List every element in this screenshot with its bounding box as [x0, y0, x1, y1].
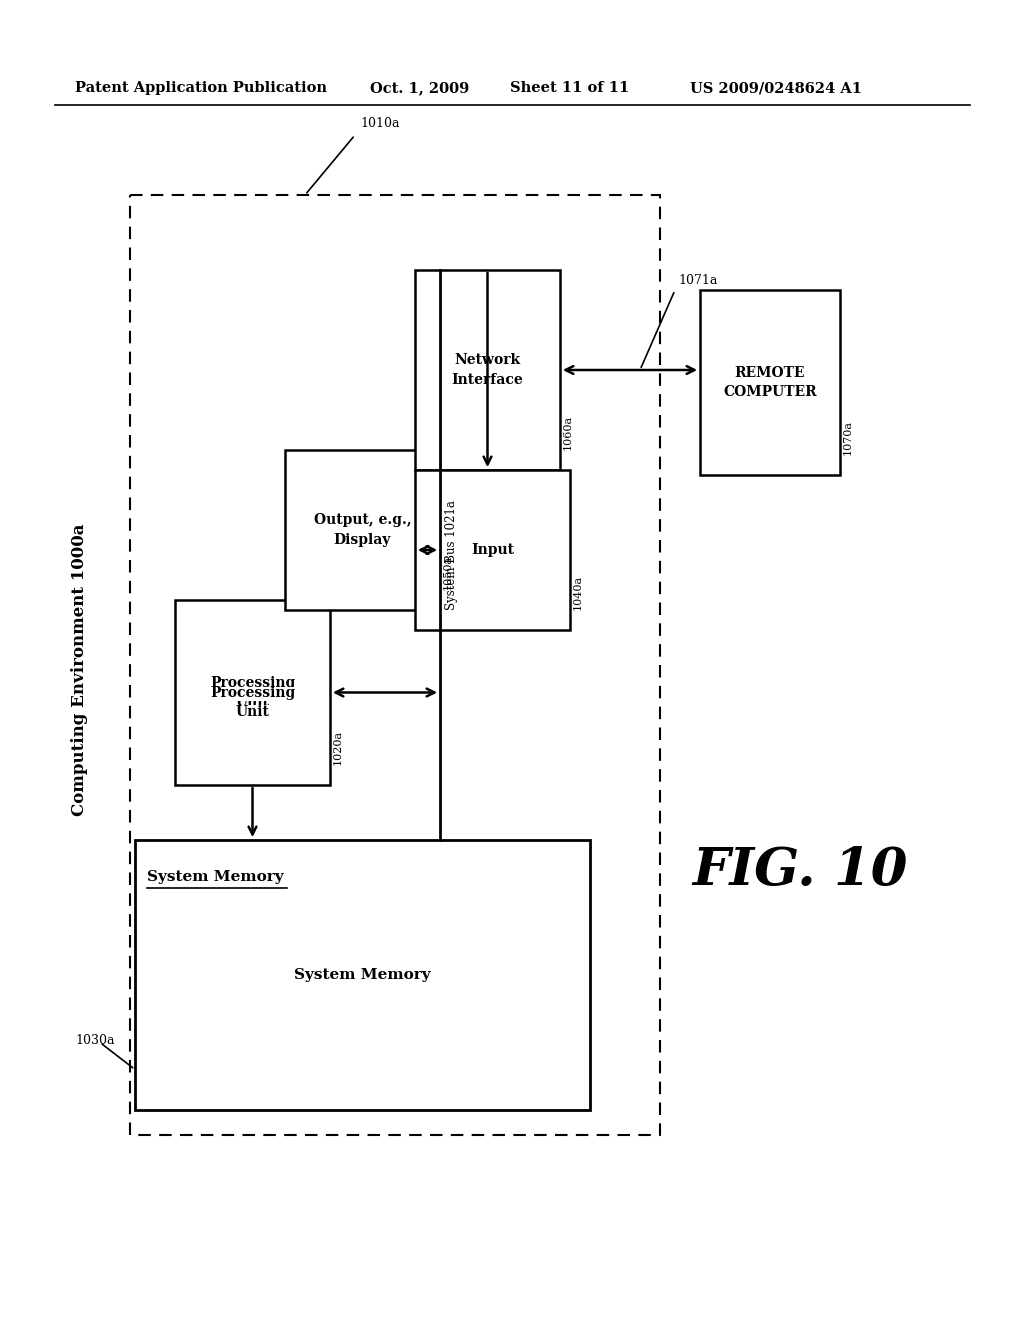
Text: System Memory: System Memory: [147, 870, 284, 884]
Text: FIG. 10: FIG. 10: [692, 845, 907, 895]
Bar: [415, 271, 560, 470]
Text: Processing
Unit: Processing Unit: [210, 676, 295, 709]
Bar: [135, 840, 590, 1110]
Text: Oct. 1, 2009: Oct. 1, 2009: [370, 81, 469, 95]
Text: System Bus 1021a: System Bus 1021a: [445, 500, 458, 610]
Text: 1020a: 1020a: [333, 730, 343, 766]
Text: 1070a: 1070a: [843, 420, 853, 455]
Text: Network
Interface: Network Interface: [452, 354, 523, 387]
Text: 1060a: 1060a: [563, 414, 573, 450]
Text: 1010a: 1010a: [360, 117, 399, 129]
Bar: [415, 470, 570, 630]
Text: 1040a: 1040a: [573, 576, 583, 610]
Text: System Memory: System Memory: [294, 968, 431, 982]
Bar: [700, 290, 840, 475]
Text: 1071a: 1071a: [678, 275, 718, 286]
Text: REMOTE
COMPUTER: REMOTE COMPUTER: [723, 366, 817, 399]
Text: Computing Environment 1000a: Computing Environment 1000a: [72, 524, 88, 816]
Text: Input: Input: [471, 543, 514, 557]
Text: US 2009/0248624 A1: US 2009/0248624 A1: [690, 81, 862, 95]
Text: Patent Application Publication: Patent Application Publication: [75, 81, 327, 95]
Bar: [175, 601, 330, 785]
Text: 1030a: 1030a: [75, 1035, 115, 1047]
Text: Processing: Processing: [210, 686, 295, 701]
Text: Sheet 11 of 11: Sheet 11 of 11: [510, 81, 630, 95]
Text: Output, e.g.,
Display: Output, e.g., Display: [313, 513, 412, 546]
Text: Unit: Unit: [236, 705, 269, 718]
Text: 1050a: 1050a: [443, 554, 453, 590]
Bar: [285, 450, 440, 610]
Bar: [130, 195, 660, 1135]
